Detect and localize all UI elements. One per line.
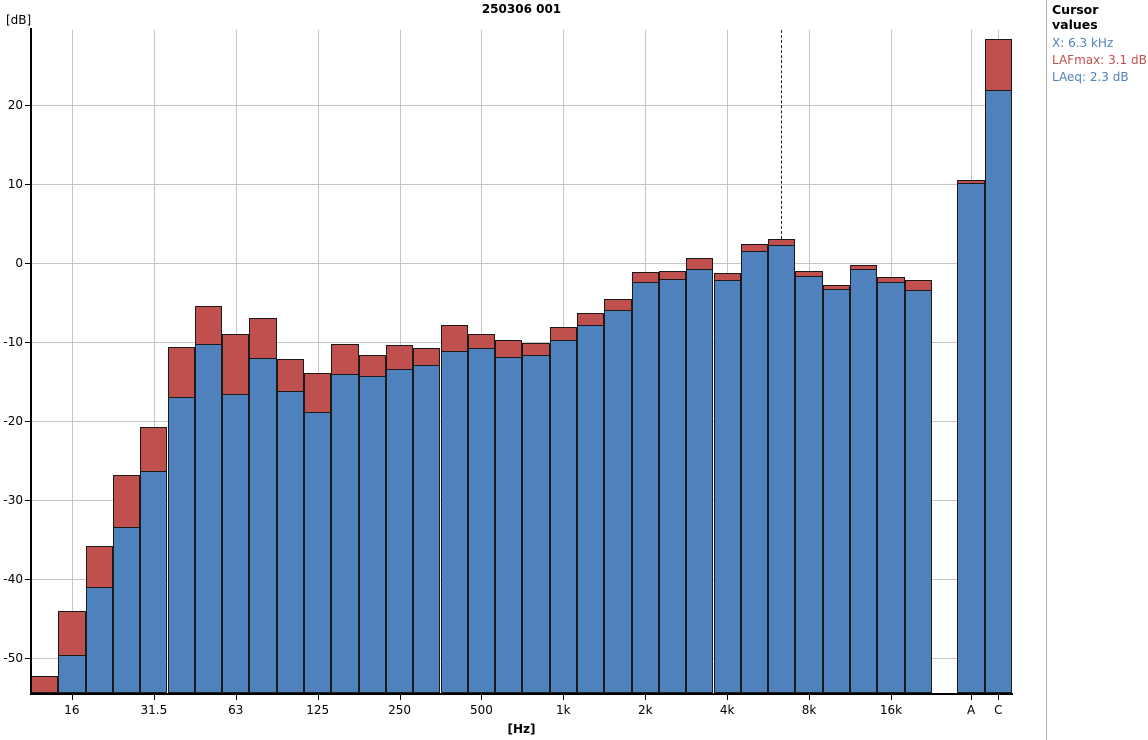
x-tick-label: A [966,703,976,717]
bar-laeq-1.6k[interactable] [604,309,632,693]
x-tick-label: 2k [637,703,653,717]
x-tick-label: 500 [469,703,493,717]
bar-laeq-2k[interactable] [631,281,659,693]
x-axis [30,693,1013,695]
y-tick-mark [25,658,30,659]
cursor-lafmax-value: LAFmax: 3.1 dB [1052,53,1147,67]
x-gridline [317,30,319,693]
bar-laeq-80[interactable] [249,357,277,693]
measurement-title: 250306 001 [481,2,562,16]
y-tick-label: -20 [3,414,23,428]
bar-laeq-160[interactable] [331,374,359,693]
bar-laeq-3.15k[interactable] [686,269,714,693]
bar-laeq-16k[interactable] [877,281,905,693]
cursor-line[interactable] [781,30,783,239]
x-tick-mark [153,695,155,700]
bar-laeq-2.5k[interactable] [658,278,687,693]
bar-laeq-20k[interactable] [904,289,932,693]
y-tick-label: -10 [3,335,23,349]
bar-laeq-200[interactable] [358,375,386,693]
bar-laeq-A[interactable] [957,183,985,693]
bar-laeq-40[interactable] [167,397,195,693]
y-tick-mark [25,184,30,185]
x-axis-unit-label: [Hz] [507,722,536,736]
x-tick-label: C [994,703,1003,717]
bar-laeq-1k[interactable] [549,340,577,693]
bar-laeq-400[interactable] [440,350,468,693]
y-tick-label: 20 [7,98,23,112]
bar-laeq-630[interactable] [495,357,523,693]
y-gridline [30,184,1012,185]
bar-laeq-C[interactable] [984,89,1012,693]
bar-laeq-800[interactable] [522,354,550,693]
bar-laeq-16[interactable] [58,654,86,693]
bar-laeq-125[interactable] [304,412,332,693]
x-tick-mark [235,695,237,700]
x-tick-mark [645,695,647,700]
spectrum-plot-area[interactable]: 20 10 0 -10 -20 -30 -40 -50 16 31.5 63 125 250 500 1k 2… [0,0,1040,740]
bar-laeq-100[interactable] [276,390,304,693]
cursor-laeq-value: LAeq: 2.3 dB [1052,70,1129,84]
bar-laeq-31.5[interactable] [140,470,168,693]
bar-laeq-6.3k[interactable] [768,244,796,693]
bar-laeq-1.25k[interactable] [577,325,605,693]
y-axis-unit-label: [dB] [6,13,32,27]
y-axis [30,28,32,695]
bar-laeq-4k[interactable] [713,279,741,693]
x-tick-mark [971,695,973,700]
cursor-values-panel: Cursor values X: 6.3 kHz LAFmax: 3.1 dB … [1046,0,1148,740]
x-tick-label: 250 [388,703,411,717]
y-tick-label: 10 [7,177,23,191]
x-tick-mark [399,695,401,700]
y-tick-mark [25,500,30,501]
x-tick-mark [71,695,73,700]
bar-laeq-10k[interactable] [822,289,850,693]
x-tick-mark [809,695,811,700]
bar-laeq-50[interactable] [194,343,223,693]
bar-lafmax-12.5[interactable] [31,676,59,693]
y-tick-mark [25,105,30,106]
bar-laeq-8k[interactable] [795,276,823,693]
x-tick-label: 63 [228,703,244,717]
y-gridline [30,105,1012,106]
x-tick-label: 4k [719,703,735,717]
bar-laeq-5k[interactable] [740,251,769,693]
y-tick-mark [25,263,30,264]
x-tick-mark [481,695,483,700]
x-tick-mark [317,695,319,700]
x-tick-label: 8k [801,703,817,717]
x-tick-mark [727,695,729,700]
y-tick-mark [25,342,30,343]
y-tick-label: -50 [3,651,23,665]
x-gridline [153,30,155,693]
bar-laeq-315[interactable] [413,364,441,693]
y-tick-label: -40 [3,572,23,586]
cursor-x-value: X: 6.3 kHz [1052,36,1114,50]
y-tick-label: 0 [15,256,23,270]
bar-laeq-12.5k[interactable] [850,269,878,693]
y-tick-mark [25,421,30,422]
bar-laeq-20[interactable] [85,586,113,693]
cursor-panel-title: Cursor values [1052,2,1099,32]
x-tick-label: 125 [306,703,330,717]
x-tick-label: 16k [879,703,903,717]
bar-laeq-25[interactable] [112,526,141,693]
y-tick-mark [25,579,30,580]
x-tick-mark [890,695,892,700]
bar-laeq-63[interactable] [222,394,250,693]
bar-laeq-250[interactable] [385,368,414,693]
x-gridline [71,30,73,693]
y-gridline [30,263,1012,264]
x-tick-label: 16 [64,703,80,717]
x-tick-mark [563,695,565,700]
x-tick-mark [998,695,1000,700]
y-tick-label: -30 [3,493,23,507]
x-tick-label: 31.5 [140,703,168,717]
bar-laeq-500[interactable] [467,348,496,693]
x-tick-label: 1k [556,703,571,717]
